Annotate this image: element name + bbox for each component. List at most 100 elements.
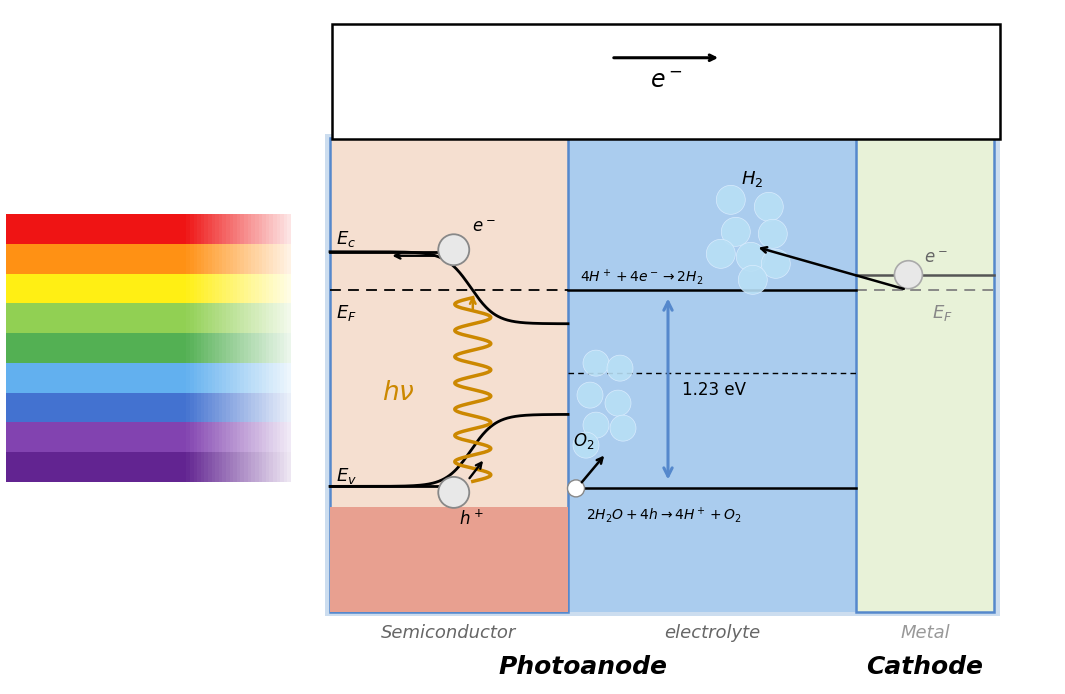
- Bar: [204, 244, 208, 273]
- Bar: [194, 303, 197, 333]
- Bar: [226, 393, 230, 423]
- Bar: [212, 363, 215, 393]
- Circle shape: [895, 261, 922, 289]
- Bar: [288, 393, 291, 423]
- Bar: [197, 452, 200, 482]
- Bar: [200, 393, 204, 423]
- Bar: [190, 273, 194, 303]
- Circle shape: [717, 185, 745, 214]
- Bar: [248, 214, 251, 244]
- Bar: [269, 452, 273, 482]
- Bar: [183, 363, 186, 393]
- Bar: [269, 303, 273, 333]
- Bar: [241, 214, 244, 244]
- Bar: [244, 363, 248, 393]
- Bar: [269, 393, 273, 423]
- Bar: [259, 423, 262, 452]
- Bar: [230, 273, 233, 303]
- Bar: [248, 303, 251, 333]
- Text: electrolyte: electrolyte: [663, 624, 760, 642]
- Bar: [200, 452, 204, 482]
- Circle shape: [736, 242, 766, 271]
- Bar: [259, 452, 262, 482]
- Bar: [208, 273, 212, 303]
- Bar: [233, 214, 236, 244]
- Circle shape: [577, 382, 603, 408]
- Circle shape: [607, 355, 633, 381]
- Bar: [241, 303, 244, 333]
- Bar: [208, 423, 212, 452]
- Bar: [215, 214, 218, 244]
- Bar: [233, 423, 236, 452]
- Bar: [251, 303, 255, 333]
- Bar: [215, 303, 218, 333]
- Bar: [186, 423, 190, 452]
- Bar: [218, 423, 223, 452]
- Bar: [186, 452, 190, 482]
- Bar: [223, 393, 226, 423]
- Bar: [183, 214, 186, 244]
- Bar: [266, 303, 269, 333]
- Text: Semiconductor: Semiconductor: [381, 624, 517, 642]
- Bar: [215, 393, 218, 423]
- Bar: [226, 273, 230, 303]
- Bar: [212, 393, 215, 423]
- Bar: [204, 363, 208, 393]
- Bar: [230, 423, 233, 452]
- Bar: [248, 423, 251, 452]
- Bar: [273, 273, 277, 303]
- Text: Cathode: Cathode: [867, 655, 983, 679]
- Bar: [230, 452, 233, 482]
- Text: $e^-$: $e^-$: [924, 248, 948, 266]
- Bar: [223, 452, 226, 482]
- Bar: [186, 273, 190, 303]
- Bar: [269, 423, 273, 452]
- Bar: [288, 423, 291, 452]
- Bar: [212, 303, 215, 333]
- Circle shape: [439, 477, 470, 508]
- Bar: [208, 333, 212, 363]
- Bar: [280, 423, 283, 452]
- Bar: [212, 273, 215, 303]
- Bar: [226, 214, 230, 244]
- Bar: [197, 303, 200, 333]
- Bar: [283, 273, 288, 303]
- Bar: [233, 393, 236, 423]
- Bar: [6, 303, 291, 333]
- Text: $4H^++4e^-$$\rightarrow$$2H_2$: $4H^++4e^-$$\rightarrow$$2H_2$: [580, 267, 703, 287]
- Bar: [200, 303, 204, 333]
- Bar: [233, 303, 236, 333]
- Bar: [6, 273, 291, 303]
- Text: $E_v$: $E_v$: [335, 466, 357, 486]
- Text: $E_c$: $E_c$: [335, 229, 356, 248]
- Bar: [186, 303, 190, 333]
- Text: $h^+$: $h^+$: [459, 509, 484, 528]
- Bar: [204, 273, 208, 303]
- Bar: [186, 393, 190, 423]
- Bar: [212, 244, 215, 273]
- Bar: [190, 333, 194, 363]
- Bar: [332, 24, 1000, 139]
- Bar: [6, 363, 291, 393]
- Bar: [280, 273, 283, 303]
- Bar: [255, 393, 259, 423]
- Bar: [212, 214, 215, 244]
- Bar: [262, 244, 266, 273]
- Bar: [197, 393, 200, 423]
- Bar: [277, 244, 280, 273]
- Bar: [197, 363, 200, 393]
- Bar: [244, 273, 248, 303]
- Bar: [6, 333, 291, 363]
- Bar: [330, 507, 568, 612]
- Bar: [200, 214, 204, 244]
- Bar: [273, 393, 277, 423]
- Bar: [204, 303, 208, 333]
- Bar: [283, 333, 288, 363]
- Bar: [190, 423, 194, 452]
- Text: Metal: Metal: [900, 624, 950, 642]
- Bar: [269, 333, 273, 363]
- Bar: [255, 363, 259, 393]
- Bar: [266, 244, 269, 273]
- Bar: [259, 333, 262, 363]
- Bar: [194, 452, 197, 482]
